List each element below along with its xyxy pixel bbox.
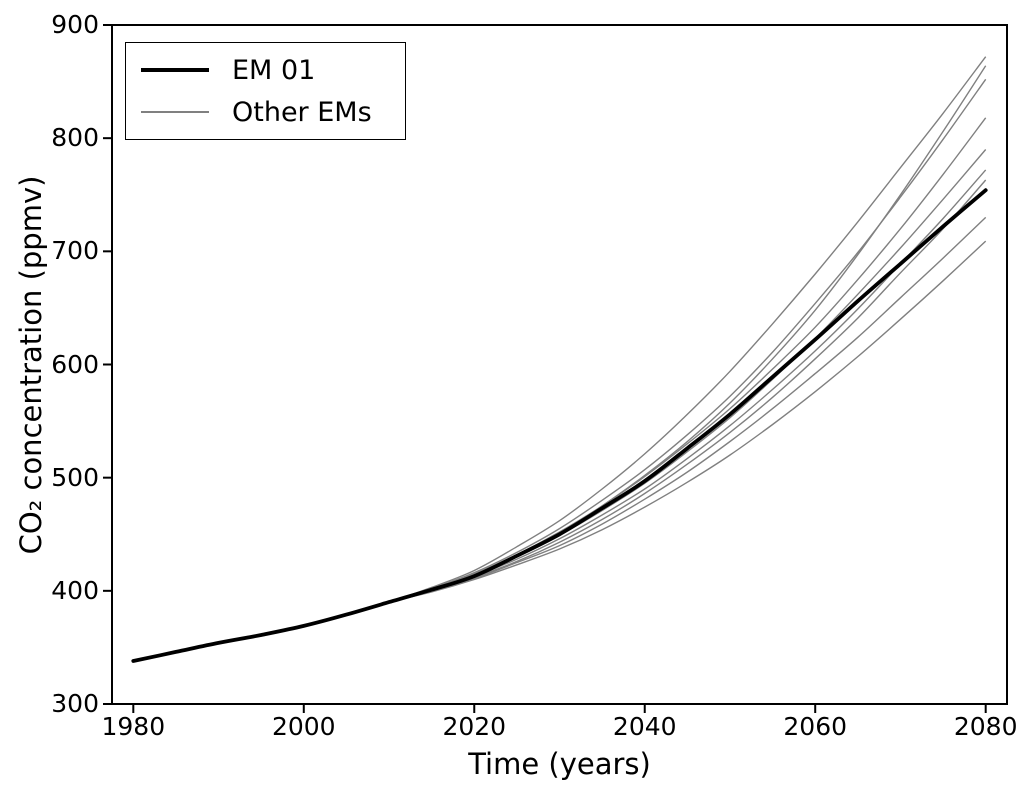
y-tick-label: 300 <box>51 689 99 718</box>
x-axis-label: Time (years) <box>468 747 651 781</box>
y-tick-label: 800 <box>51 123 99 153</box>
x-tick-label: 2060 <box>783 712 848 741</box>
y-tick-label: 900 <box>51 10 99 39</box>
y-tick-label: 400 <box>51 575 99 605</box>
series-line-other-1 <box>133 56 987 662</box>
y-tick-label: 500 <box>51 462 99 492</box>
series-line-em01 <box>131 188 988 663</box>
y-tick-label: 700 <box>51 236 99 266</box>
series-line-other-2 <box>133 65 987 662</box>
legend: EM 01 Other EMs <box>125 42 406 140</box>
y-axis-label: CO₂ concentration (ppmv) <box>14 175 48 555</box>
legend-label-em01: EM 01 <box>232 54 316 86</box>
x-tick-label: 2020 <box>442 712 507 741</box>
x-tick-label: 2080 <box>953 712 1018 741</box>
legend-item-em01: EM 01 <box>126 55 405 86</box>
x-tick-label: 1980 <box>101 712 166 741</box>
series-line-other-6 <box>133 169 987 662</box>
series-line-other-3 <box>133 78 987 662</box>
y-tick-label: 600 <box>51 349 99 379</box>
x-tick-label: 2040 <box>612 712 677 741</box>
legend-label-other: Other EMs <box>232 96 372 128</box>
em01-line-sample-icon <box>141 68 209 72</box>
x-tick-label: 2000 <box>271 712 336 741</box>
series-line-other-8 <box>133 216 987 662</box>
other-line-sample-icon <box>141 111 209 113</box>
series-line-other-5 <box>133 149 987 662</box>
axes-frame <box>111 24 1008 705</box>
series-line-other-4 <box>133 117 987 662</box>
legend-item-other: Other EMs <box>126 97 405 128</box>
series-line-other-9 <box>133 240 987 662</box>
